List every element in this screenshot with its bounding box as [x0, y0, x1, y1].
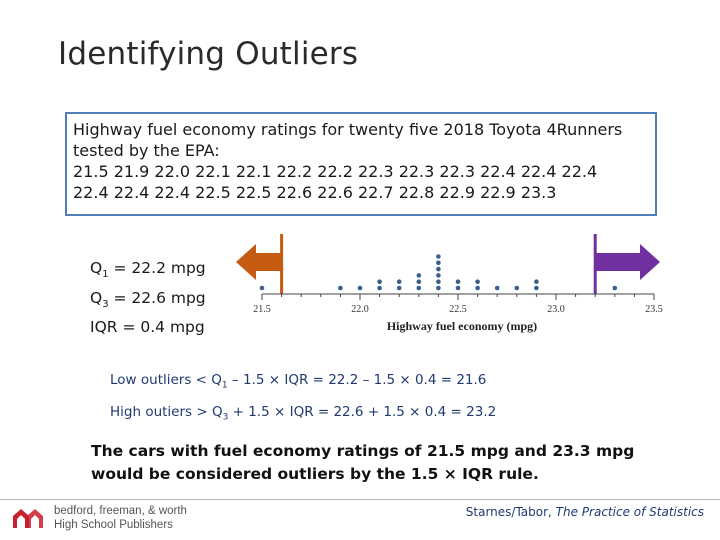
iqr-stat: IQR = 0.4 mpg: [90, 318, 205, 337]
q3-rest: = 22.6 mpg: [108, 288, 206, 307]
high-rule-sub: 3: [222, 412, 229, 423]
x-tick-label: 23.5: [645, 304, 663, 315]
low-rule-pre: Low outliers < Q: [110, 372, 222, 388]
q1-stat: Q1 = 22.2 mpg: [90, 257, 206, 287]
q3-sub: 3: [102, 298, 109, 310]
publisher-line: High School Publishers: [54, 519, 173, 531]
dotplot-xlabel: Highway fuel economy (mpg): [387, 319, 537, 333]
high-fence-arrow: [595, 244, 660, 280]
data-dot: [396, 285, 402, 291]
data-box-line: tested by the EPA:: [73, 141, 220, 160]
q1-prefix: Q: [90, 259, 103, 277]
dotplot-axis: 21.5 22.0 22.5 23.0 23.5: [253, 293, 663, 315]
conclusion-line: would be considered outliers by the 1.5 …: [91, 465, 539, 483]
data-dot: [436, 260, 441, 266]
dotplot-dots: [259, 254, 618, 291]
x-tick-label: 23.0: [547, 304, 565, 315]
data-dot: [455, 279, 461, 284]
slide-title: Identifying Outliers: [58, 36, 359, 72]
fence-arrows: [236, 234, 660, 294]
data-dot: [455, 285, 461, 291]
high-rule-pre: High outiers > Q: [110, 404, 223, 420]
data-dot: [436, 285, 441, 291]
data-box-line: 22.4 22.4 22.4 22.5 22.5 22.6 22.6 22.7 …: [73, 183, 557, 202]
data-dot: [436, 273, 441, 278]
credit-title: The Practice of Statistics: [555, 505, 704, 519]
data-box: Highway fuel economy ratings for twenty …: [65, 112, 657, 216]
publisher-line: bedford, freeman, & worth: [54, 505, 187, 517]
high-rule-post: + 1.5 × IQR = 22.6 + 1.5 × 0.4 = 23.2: [228, 404, 497, 420]
data-dot: [436, 254, 441, 259]
data-dot: [436, 279, 441, 284]
data-dot: [377, 279, 382, 284]
conclusion-line: The cars with fuel economy ratings of 21…: [91, 442, 635, 460]
data-dot: [396, 279, 402, 284]
data-dot: [534, 279, 539, 284]
publisher-logo: bedford, freeman, & worth High School Pu…: [12, 504, 187, 532]
q3-stat: Q3 = 22.6 mpg: [90, 287, 206, 317]
data-dot: [416, 285, 422, 291]
data-dot: [494, 285, 500, 291]
data-dot: [612, 285, 618, 291]
data-dot: [475, 285, 480, 291]
low-rule-sub: 1: [221, 380, 228, 391]
data-dot: [416, 279, 422, 284]
publisher-name: bedford, freeman, & worth High School Pu…: [54, 504, 187, 532]
bfw-logo-icon: [13, 509, 43, 528]
low-rule-post: – 1.5 × IQR = 22.2 – 1.5 × 0.4 = 21.6: [227, 372, 487, 388]
x-tick-label: 21.5: [253, 304, 271, 315]
data-dot: [259, 285, 265, 291]
credit-authors: Starnes/Tabor,: [465, 505, 556, 519]
data-box-line: 21.5 21.9 22.0 22.1 22.1 22.2 22.2 22.3 …: [73, 162, 598, 181]
x-tick-label: 22.0: [351, 304, 369, 315]
data-box-line: Highway fuel economy ratings for twenty …: [73, 120, 623, 139]
high-outlier-rule: High outiers > Q3 + 1.5 × IQR = 22.6 + 1…: [110, 404, 496, 423]
conclusion: The cars with fuel economy ratings of 21…: [91, 440, 634, 486]
x-tick-label: 22.5: [449, 304, 467, 315]
dotplot-chart: 21.5 22.0 22.5 23.0 23.5 Highway fuel econom…: [236, 234, 663, 333]
low-fence-arrow: [236, 244, 282, 280]
quartile-stats: Q1 = 22.2 mpg Q3 = 22.6 mpg IQR = 0.4 mp…: [90, 257, 206, 339]
q3-prefix: Q: [90, 288, 103, 307]
data-dot: [514, 285, 520, 291]
footer-divider: [0, 499, 720, 500]
textbook-credit: Starnes/Tabor, The Practice of Statistic…: [466, 505, 704, 519]
data-dot: [338, 285, 343, 291]
q1-rest: = 22.2 mpg: [108, 259, 206, 277]
data-dot: [436, 266, 441, 272]
data-dot: [534, 285, 539, 291]
data-dot: [357, 285, 363, 291]
data-dot: [475, 279, 480, 284]
data-dot: [377, 285, 382, 291]
data-dot: [416, 273, 422, 278]
low-outlier-rule: Low outliers < Q1 – 1.5 × IQR = 22.2 – 1…: [110, 372, 486, 391]
q1-sub: 1: [102, 269, 109, 281]
